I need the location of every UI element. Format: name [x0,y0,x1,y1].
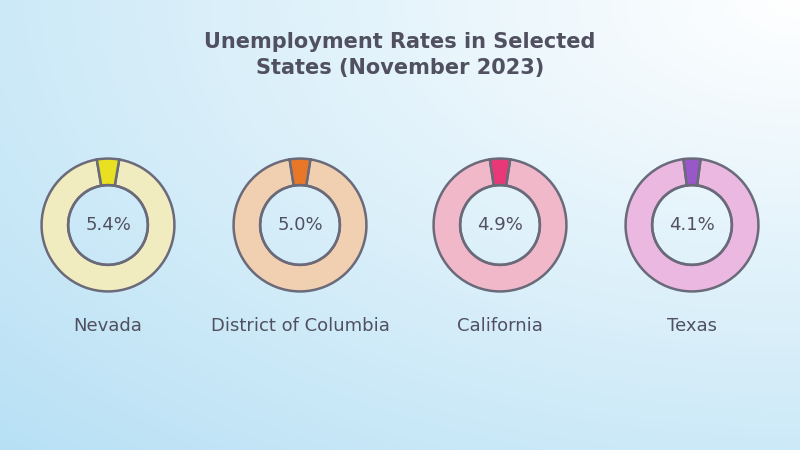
Wedge shape [490,158,510,185]
Wedge shape [683,158,701,185]
Wedge shape [434,159,566,292]
Wedge shape [97,158,119,186]
Text: California: California [457,317,543,335]
Wedge shape [290,158,310,186]
Text: Texas: Texas [667,317,717,335]
Text: 4.9%: 4.9% [477,216,523,234]
Text: Unemployment Rates in Selected
States (November 2023): Unemployment Rates in Selected States (N… [204,32,596,78]
Wedge shape [234,159,366,292]
Text: 5.0%: 5.0% [277,216,323,234]
Text: 4.1%: 4.1% [669,216,715,234]
Wedge shape [626,159,758,292]
Text: 5.4%: 5.4% [85,216,131,234]
Text: Nevada: Nevada [74,317,142,335]
Text: District of Columbia: District of Columbia [210,317,390,335]
Wedge shape [42,160,174,292]
